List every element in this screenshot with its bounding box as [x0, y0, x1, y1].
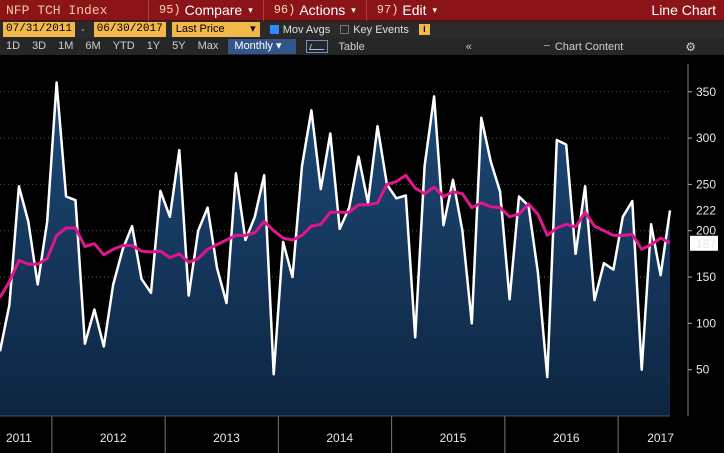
y-tick-label: 250	[696, 177, 716, 191]
y-tick-label: 300	[696, 131, 716, 145]
x-tick-label: 2017	[647, 431, 674, 445]
info-icon[interactable]: i	[418, 24, 430, 35]
y-tick-label: 350	[696, 85, 716, 99]
period-1m[interactable]: 1M	[58, 40, 74, 52]
line-chart-icon[interactable]	[306, 40, 329, 53]
y-axis: 50 100 150 200 250 300 350	[687, 64, 716, 416]
period-3d[interactable]: 3D	[32, 40, 47, 52]
chart-content-icon: ┄	[543, 41, 550, 52]
end-date-input[interactable]: 06/30/2017	[93, 22, 166, 37]
period-1y[interactable]: 1Y	[146, 40, 161, 52]
mov-avgs-checkbox[interactable]	[269, 25, 279, 34]
actions-menu-label: Actions	[299, 2, 346, 18]
key-events-checkbox[interactable]	[340, 25, 350, 34]
last-price-badge	[690, 202, 718, 218]
x-tick-label: 2011	[6, 431, 32, 445]
chart-content-label: Chart Content	[554, 40, 624, 53]
price-area	[0, 82, 670, 416]
mov-avg-label: 187	[696, 237, 716, 251]
date-separator: -	[81, 23, 85, 36]
actions-menu[interactable]: 96) Actions ▾	[262, 0, 366, 21]
x-tick-label: 2012	[100, 431, 127, 445]
collapse-icon[interactable]: «	[465, 40, 472, 53]
x-tick-label: 2016	[553, 431, 580, 445]
period-ytd[interactable]: YTD	[112, 40, 135, 52]
security-ticker[interactable]: NFP TCH Index	[6, 2, 108, 18]
x-tick-label: 2015	[440, 431, 467, 445]
last-price-label: 222	[696, 203, 716, 217]
mov-avg-badge	[690, 235, 718, 251]
period-6m[interactable]: 6M	[85, 40, 101, 52]
compare-menu-number: 95)	[159, 3, 181, 17]
gear-icon[interactable]: ⚙	[685, 39, 696, 54]
moving-average-line[interactable]	[0, 173, 671, 299]
key-events-label: Key Events	[353, 23, 409, 36]
mov-avgs-label: Mov Avgs	[282, 23, 331, 36]
chevron-down-icon: ▾	[250, 23, 256, 35]
y-tick-label: 50	[696, 363, 710, 377]
compare-menu[interactable]: 95) Compare ▾	[148, 0, 263, 21]
frequency-select[interactable]: Monthly ▾	[228, 39, 297, 54]
x-tick-label: 2013	[213, 431, 240, 445]
edit-menu-number: 97)	[376, 3, 399, 17]
chart-content-button[interactable]: ┄ Chart Content	[538, 41, 630, 53]
y-tick-label: 200	[696, 224, 716, 238]
y-tick-label: 150	[696, 270, 716, 284]
y-tick-label: 100	[696, 316, 716, 330]
year-dividers	[0, 415, 670, 453]
period-1d[interactable]: 1D	[6, 40, 21, 52]
edit-menu[interactable]: 97) Edit ▾	[365, 0, 447, 21]
options-bar: 07/31/2011 - 06/30/2017 Last Price ▾ Mov…	[0, 21, 724, 38]
period-toolbar: 1D 3D 1M 6M YTD 1Y 5Y Max Monthly ▾ Tabl…	[0, 38, 724, 55]
edit-menu-label: Edit	[402, 2, 427, 18]
frequency-select-value: Monthly	[234, 40, 273, 52]
actions-menu-number: 96)	[273, 3, 296, 17]
start-date-input[interactable]: 07/31/2011	[3, 22, 76, 37]
period-5y[interactable]: 5Y	[172, 40, 186, 52]
chart-kind-label: Line Chart	[651, 2, 716, 18]
chevron-down-icon: ▾	[351, 4, 356, 15]
chevron-down-icon: ▾	[276, 40, 282, 52]
field-select-value: Last Price	[175, 23, 225, 35]
x-tick-label: 2014	[326, 431, 353, 445]
chevron-down-icon: ▾	[432, 4, 438, 15]
x-axis: 2011 2012 2013 2014 2015 2016 2017	[6, 431, 674, 445]
compare-menu-label: Compare	[184, 2, 243, 18]
chevron-down-icon: ▾	[248, 4, 253, 15]
header-bar: NFP TCH Index 95) Compare ▾ 96) Actions …	[0, 0, 724, 21]
table-button[interactable]: Table	[338, 40, 365, 53]
period-max[interactable]: Max	[197, 40, 219, 52]
last-value-labels: 222 187	[690, 202, 718, 251]
field-select[interactable]: Last Price ▾	[171, 22, 260, 37]
price-series-line[interactable]	[0, 81, 672, 379]
